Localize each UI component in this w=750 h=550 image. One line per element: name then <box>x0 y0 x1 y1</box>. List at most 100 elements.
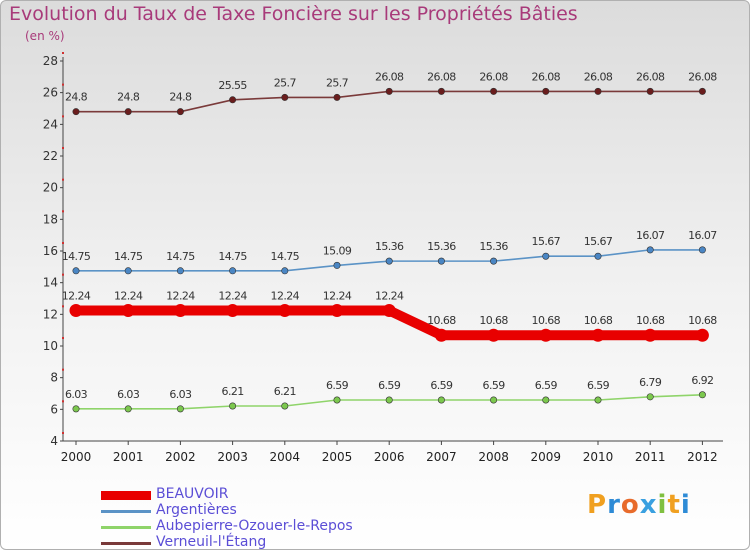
legend-swatch <box>101 542 151 545</box>
data-point <box>72 267 80 275</box>
y-tick-label: 24 <box>43 117 58 131</box>
data-label: 15.09 <box>323 244 352 257</box>
data-point <box>333 93 341 101</box>
data-label: 12.24 <box>218 290 247 303</box>
data-point <box>385 396 393 404</box>
data-label: 6.03 <box>169 388 192 401</box>
y-tick-label: 12 <box>43 307 58 321</box>
legend-swatch <box>101 510 151 513</box>
legend-label: Verneuil-l'Étang <box>156 534 267 550</box>
data-label: 26.08 <box>584 70 613 83</box>
data-label: 26.08 <box>479 70 508 83</box>
y-tick-label: 18 <box>43 212 58 226</box>
data-point <box>594 396 602 404</box>
data-label: 6.59 <box>483 379 506 392</box>
data-point-beauvoir <box>695 328 709 342</box>
x-tick-label: 2006 <box>374 450 405 464</box>
line-chart: 4 6 8 10 12 14 16 18 20 22 24 26 28 2000 2001 2002 2003 2… <box>43 52 723 464</box>
data-label: 10.68 <box>584 314 613 327</box>
data-label: 6.03 <box>65 388 88 401</box>
data-point <box>124 405 132 413</box>
y-tick-label: 6 <box>50 402 58 416</box>
data-point <box>698 391 706 399</box>
legend-swatch <box>101 526 151 529</box>
data-point <box>385 87 393 95</box>
data-point <box>646 393 654 401</box>
x-tick-label: 2009 <box>531 450 562 464</box>
x-tick-label: 2004 <box>270 450 301 464</box>
data-point <box>698 87 706 95</box>
data-label: 16.07 <box>636 229 665 242</box>
x-tick-label: 2001 <box>113 450 144 464</box>
logo-letter: o <box>620 490 640 520</box>
data-point <box>698 246 706 254</box>
y-tick-label: 14 <box>43 276 58 290</box>
data-point <box>229 96 237 104</box>
data-point <box>176 108 184 116</box>
data-label: 14.75 <box>218 250 247 263</box>
x-tick-label: 2007 <box>426 450 457 464</box>
data-point-beauvoir <box>173 304 187 318</box>
data-label: 26.08 <box>427 70 456 83</box>
data-label: 6.03 <box>117 388 140 401</box>
data-label: 12.24 <box>62 290 91 303</box>
data-point <box>333 261 341 269</box>
data-label: 14.75 <box>62 250 91 263</box>
proxiti-logo: Proxiti <box>587 490 691 520</box>
data-point-beauvoir <box>330 304 344 318</box>
data-label: 6.59 <box>535 379 558 392</box>
data-point-beauvoir <box>591 328 605 342</box>
data-label: 10.68 <box>688 314 717 327</box>
legend-label: BEAUVOIR <box>156 486 229 502</box>
data-label: 26.08 <box>532 70 561 83</box>
data-point <box>646 246 654 254</box>
data-point <box>72 405 80 413</box>
x-tick-label: 2002 <box>165 450 196 464</box>
data-label: 6.59 <box>326 379 349 392</box>
y-tick-label: 4 <box>50 434 58 448</box>
logo-letter: r <box>607 490 621 520</box>
x-tick-label: 2012 <box>687 450 718 464</box>
logo-letter: t <box>667 490 681 520</box>
data-point-beauvoir <box>539 328 553 342</box>
data-label: 6.92 <box>691 374 713 387</box>
data-point <box>281 267 289 275</box>
data-label: 15.36 <box>375 240 404 253</box>
data-label: 6.79 <box>639 376 662 389</box>
y-tick-label: 10 <box>43 339 58 353</box>
data-point <box>490 87 498 95</box>
y-tick-label: 16 <box>43 244 58 258</box>
data-point <box>72 108 80 116</box>
data-point-beauvoir <box>278 304 292 318</box>
data-point <box>176 405 184 413</box>
x-tick-label: 2000 <box>61 450 92 464</box>
logo-letter: i <box>680 490 691 520</box>
x-tick-label: 2003 <box>217 450 248 464</box>
data-label: 25.7 <box>326 76 349 89</box>
data-point <box>124 108 132 116</box>
data-label: 12.24 <box>323 290 352 303</box>
data-point <box>281 93 289 101</box>
data-point-beauvoir <box>69 304 83 318</box>
data-point <box>646 87 654 95</box>
data-point <box>281 402 289 410</box>
data-point <box>594 87 602 95</box>
data-point-beauvoir <box>382 304 396 318</box>
y-tick-label: 22 <box>43 149 58 163</box>
data-label: 15.36 <box>427 240 456 253</box>
data-label: 12.24 <box>114 290 143 303</box>
data-point <box>437 396 445 404</box>
data-label: 6.59 <box>378 379 401 392</box>
data-label: 14.75 <box>114 250 143 263</box>
data-label: 6.59 <box>587 379 610 392</box>
data-label: 6.21 <box>274 385 296 398</box>
data-label: 6.21 <box>222 385 244 398</box>
data-point <box>124 267 132 275</box>
data-label: 12.24 <box>166 290 195 303</box>
data-point <box>385 257 393 265</box>
data-point-beauvoir <box>643 328 657 342</box>
data-point <box>542 87 550 95</box>
y-tick-label: 28 <box>43 54 58 68</box>
data-label: 15.36 <box>479 240 508 253</box>
data-point-beauvoir <box>487 328 501 342</box>
